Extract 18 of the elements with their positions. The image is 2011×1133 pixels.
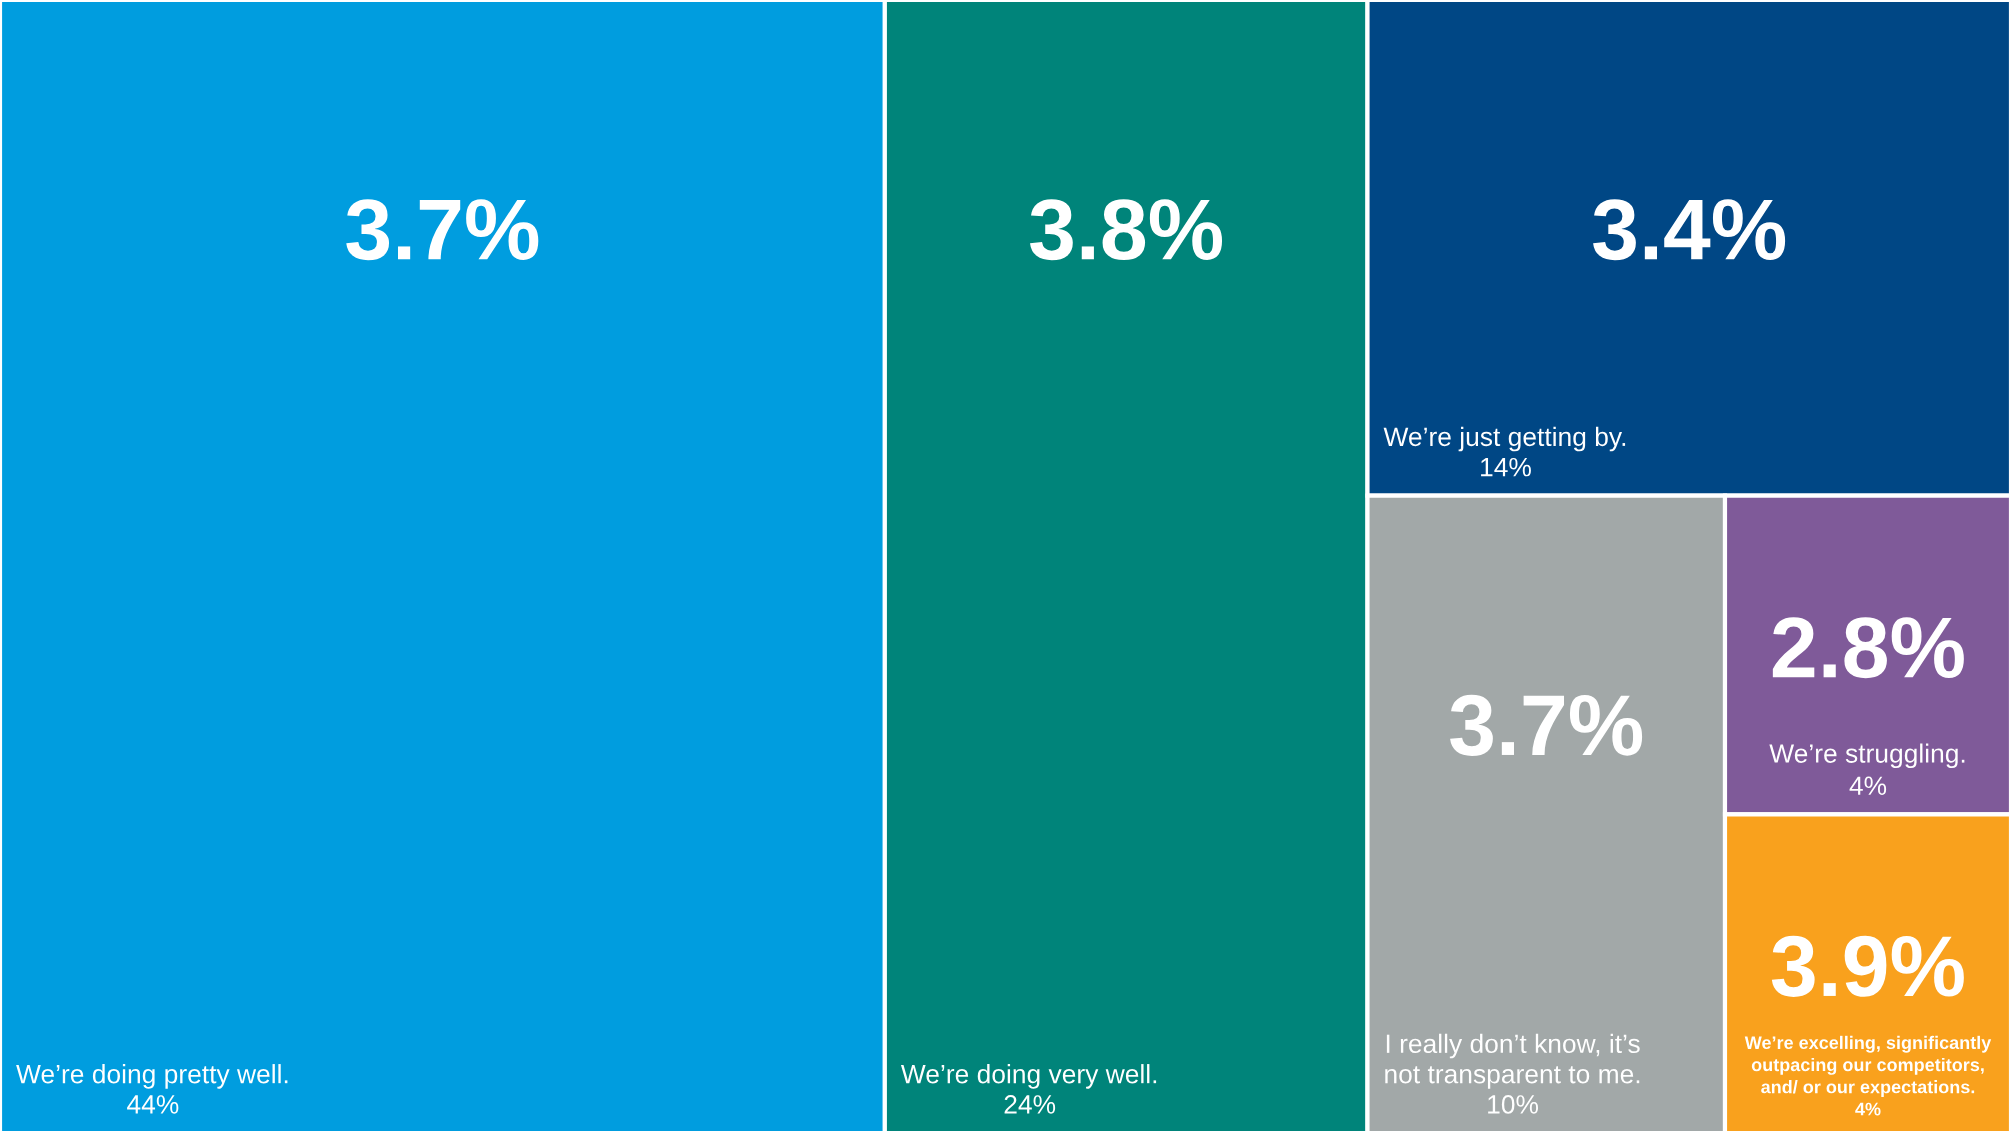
category-label: We’re doing very well. <box>900 1064 1157 1089</box>
category-label: We’re just getting by. <box>1383 426 1626 452</box>
text: 3.9% <box>1771 935 1964 997</box>
text: 3.7% <box>1450 694 1643 756</box>
data-label: 44% <box>127 1095 179 1114</box>
text: 3.4% <box>1593 199 1786 261</box>
category-label: We’re doing pretty well. <box>16 1064 288 1089</box>
data-label: 14% <box>1481 457 1531 477</box>
category-label: We’re excelling, significantly outpacing our competitors, and/ or our expectations. <box>1744 1035 1992 1097</box>
data-label: 4% <box>1855 1102 1881 1116</box>
text: 2.8% <box>1772 617 1964 679</box>
data-label: 10% <box>1488 1095 1539 1114</box>
data-label: 4% <box>1849 776 1887 796</box>
category-label: We’re struggling. <box>1769 743 1965 769</box>
data-label: 24% <box>1004 1095 1056 1114</box>
text: 3.7% <box>346 199 539 261</box>
text: 3.8% <box>1030 199 1223 261</box>
category-label: I really don’t know, it’s not transparent to me. <box>1385 1033 1640 1089</box>
